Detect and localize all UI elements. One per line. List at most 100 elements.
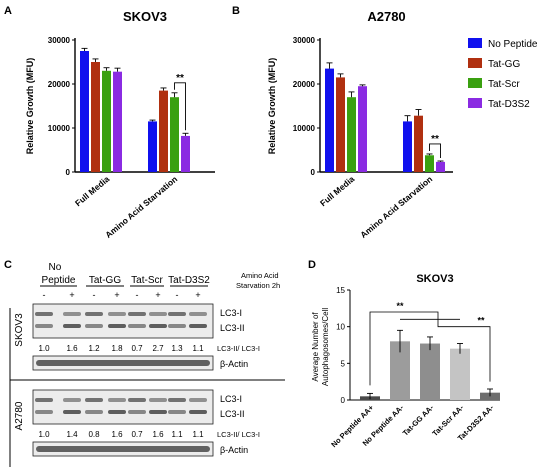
y-axis-label: Autophagosomes/Cell <box>321 308 330 386</box>
y-tick-label: 15 <box>336 286 345 295</box>
chart-title: SKOV3 <box>416 273 453 285</box>
legend-swatch <box>468 78 482 88</box>
legend-label: No Peptide <box>488 39 538 50</box>
ratio-value: 1.1 <box>192 430 204 439</box>
bar <box>102 70 111 172</box>
y-tick-label: 20000 <box>48 80 71 89</box>
lc3-i-band <box>85 312 103 316</box>
x-tick-label: Amino Acid Starvation <box>358 174 434 240</box>
ratio-value: 0.8 <box>88 430 100 439</box>
y-tick-label: 30000 <box>293 36 316 45</box>
band-label: LC3-II <box>220 323 245 333</box>
bar <box>336 77 345 172</box>
significance-bracket <box>437 319 491 382</box>
x-tick-label: Full Media <box>73 174 111 209</box>
bar <box>414 115 423 172</box>
chart-title: A2780 <box>367 9 405 24</box>
panel-d-chart: D SKOV3 0 5 10 15 Average Number of Autophagoso… <box>308 259 500 449</box>
panel-letter: C <box>4 259 12 271</box>
lc3-ii-band <box>149 324 167 328</box>
lane-sign: - <box>43 290 46 300</box>
panel-c-western-blot: C No Peptide Tat-GG Tat-Scr Tat-D3S2 Amino Aci… <box>4 259 285 467</box>
ratio-value: 1.6 <box>152 430 164 439</box>
lc3-i-band <box>63 312 81 316</box>
bar <box>159 90 168 172</box>
lc3-ii-band <box>63 410 81 414</box>
ratio-value: 1.4 <box>66 430 78 439</box>
lc3-i-band <box>85 398 103 402</box>
lane-sign: + <box>69 290 74 300</box>
lc3-ii-band <box>189 324 207 328</box>
lc3-i-band <box>168 398 186 402</box>
lane-sign: - <box>136 290 139 300</box>
bar <box>80 51 89 172</box>
ratio-value: 0.7 <box>131 430 143 439</box>
group-label: Tat-D3S2 <box>168 275 210 286</box>
ratio-value: 1.1 <box>171 430 183 439</box>
significance-label: ** <box>431 134 439 145</box>
ratio-value: 1.1 <box>192 344 204 353</box>
bar <box>181 135 190 172</box>
lane-sign: + <box>114 290 119 300</box>
ratio-label: LC3-II/ LC3-I <box>217 344 260 353</box>
lc3-ii-band <box>108 324 126 328</box>
lc3-ii-band <box>128 324 146 328</box>
lc3-ii-band <box>168 410 186 414</box>
ratio-value: 1.6 <box>66 344 78 353</box>
bar <box>347 97 356 172</box>
y-axis-label: Average Number of <box>311 312 320 382</box>
ratio-value: 0.7 <box>131 344 143 353</box>
ratio-value: 2.7 <box>152 344 164 353</box>
lane-sign: + <box>155 290 160 300</box>
ratio-value: 1.8 <box>111 344 123 353</box>
band-label: LC3-I <box>220 394 242 404</box>
significance-bracket <box>429 143 441 158</box>
legend-label: Tat-Scr <box>488 79 520 90</box>
actin-band <box>36 446 210 452</box>
significance-label: ** <box>477 316 485 326</box>
chart-title: SKOV3 <box>123 9 167 24</box>
lc3-ii-band <box>189 410 207 414</box>
y-tick-label: 30000 <box>48 36 71 45</box>
y-tick-label: 0 <box>341 396 346 405</box>
bar <box>358 86 367 172</box>
ratio-value: 1.3 <box>171 344 183 353</box>
bar <box>480 392 500 400</box>
y-axis-label: Relative Growth (MFU) <box>25 58 35 155</box>
lc3-ii-band <box>128 410 146 414</box>
lane-sign: - <box>93 290 96 300</box>
panel-letter: A <box>4 5 12 17</box>
lc3-i-band <box>128 398 146 402</box>
bar <box>403 121 412 172</box>
lc3-ii-band <box>149 410 167 414</box>
lc3-i-band <box>168 312 186 316</box>
ratio-value: 1.6 <box>111 430 123 439</box>
panel-b-chart: B A2780 0 10000 20000 30000 Relative Growth (M… <box>232 5 538 240</box>
ratio-value: 1.0 <box>38 430 50 439</box>
bar <box>325 68 334 172</box>
lc3-i-band <box>108 312 126 316</box>
y-tick-label: 10000 <box>293 124 316 133</box>
bar <box>450 348 470 400</box>
lc3-ii-band <box>85 410 103 414</box>
lc3-i-band <box>35 312 53 316</box>
lane-sign: - <box>176 290 179 300</box>
legend-label: Tat-GG <box>488 59 520 70</box>
band-label: LC3-II <box>220 409 245 419</box>
group-label: Tat-GG <box>89 275 121 286</box>
group-label: No <box>49 262 62 273</box>
lc3-ii-band <box>168 324 186 328</box>
significance-bracket <box>174 82 186 131</box>
lc3-i-band <box>63 398 81 402</box>
legend-label: Tat-D3S2 <box>488 99 530 110</box>
lane-sign: + <box>195 290 200 300</box>
ratio-value: 1.2 <box>88 344 100 353</box>
lc3-ii-band <box>85 324 103 328</box>
cell-line-label: SKOV3 <box>14 313 25 347</box>
group-label: Peptide <box>42 275 76 286</box>
cell-line-label: A2780 <box>14 401 25 430</box>
panel-letter: D <box>308 259 316 271</box>
blot-membrane <box>32 389 214 425</box>
lc3-i-band <box>189 312 207 316</box>
significance-label: ** <box>396 301 404 311</box>
